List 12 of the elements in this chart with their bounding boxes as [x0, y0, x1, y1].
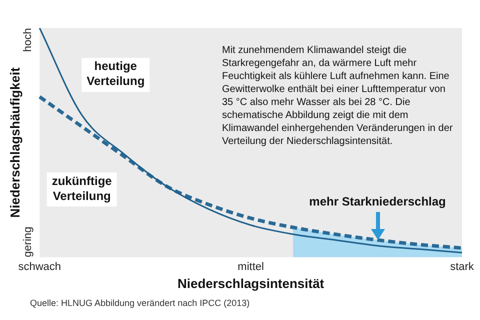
y-axis-title: Niederschlagshäufigkeit [7, 66, 22, 218]
annotation: Mit zunehmendem Klimawandel steigt die Starkregengefahr an, da wärmere Luft mehr Feuchtigkeit als kühlere Luft aufnehmen kann. Eine Gewitterwolke enthält bei einer Lufttemperatur von 35 °C also mehr Wasser als bei 28 °C. Die schematische Abbildung zeigt die mit dem Klimawandel einhergehenden Veränderungen in der Verteilung der Niederschlagsintensität. [222, 44, 454, 148]
x-tick-label: schwach [18, 260, 61, 273]
series-label: heutige Verteilung [86, 59, 145, 88]
text: gering [22, 226, 34, 258]
annotation: mehr Starkniederschlag [309, 194, 446, 208]
x-tick-label: mittel [238, 260, 264, 273]
source-note: Quelle: HLNUG Abbildung verändert nach IPCC (2013) [30, 298, 250, 308]
x-tick-label: stark [450, 260, 474, 273]
x-axis-title: Niederschlagsintensität [177, 276, 325, 291]
series-label: zukünftige Verteilung [52, 174, 112, 203]
text: hoch [22, 28, 34, 52]
